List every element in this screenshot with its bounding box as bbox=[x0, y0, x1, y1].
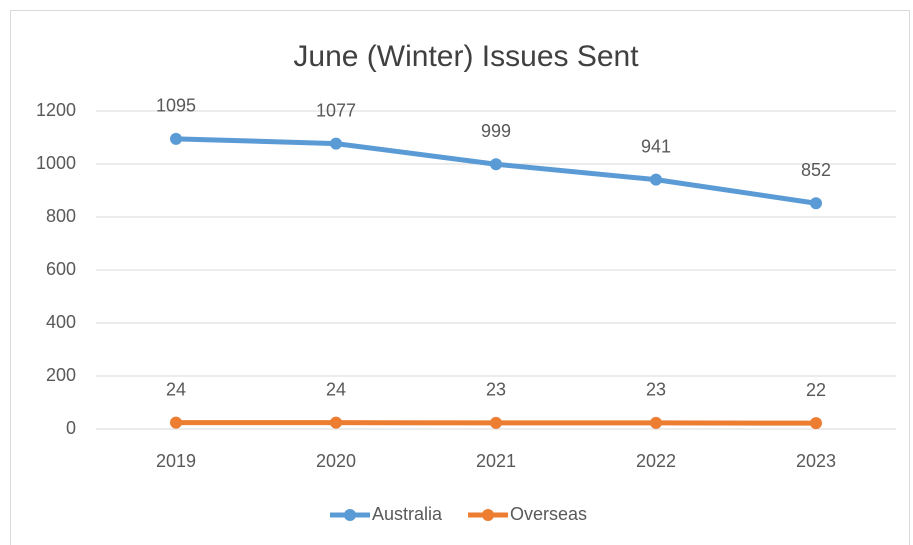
x-tick-label: 2023 bbox=[796, 451, 836, 471]
point bbox=[330, 137, 342, 150]
y-tick-label: 600 bbox=[46, 259, 76, 279]
x-tick-label: 2019 bbox=[156, 451, 196, 471]
data-label: 24 bbox=[326, 379, 346, 399]
chart-title: June (Winter) Issues Sent bbox=[293, 40, 639, 73]
point bbox=[490, 158, 502, 171]
point bbox=[810, 417, 822, 430]
data-label: 24 bbox=[166, 379, 186, 399]
legend-marker bbox=[482, 509, 495, 521]
data-label: 23 bbox=[486, 380, 506, 400]
data-label: 941 bbox=[641, 136, 671, 156]
point bbox=[170, 416, 182, 429]
data-label: 852 bbox=[801, 160, 831, 180]
point bbox=[650, 173, 662, 186]
y-tick-label: 800 bbox=[46, 206, 76, 226]
x-tick-label: 2021 bbox=[476, 451, 516, 471]
y-tick-label: 400 bbox=[46, 312, 76, 332]
y-tick-label: 0 bbox=[66, 418, 76, 438]
data-label: 1077 bbox=[316, 100, 356, 120]
y-tick-label: 1000 bbox=[36, 153, 76, 173]
point bbox=[810, 197, 822, 210]
x-tick-label: 2022 bbox=[636, 451, 676, 471]
data-label: 23 bbox=[646, 380, 666, 400]
point bbox=[650, 416, 662, 429]
point bbox=[330, 416, 342, 429]
legend-label: Australia bbox=[372, 504, 443, 524]
legend-label: Overseas bbox=[510, 504, 587, 524]
legend-marker bbox=[344, 509, 356, 521]
data-label: 1095 bbox=[156, 96, 196, 116]
point bbox=[490, 416, 502, 429]
data-label: 22 bbox=[806, 380, 826, 400]
point bbox=[170, 132, 182, 145]
x-tick-label: 2020 bbox=[316, 451, 356, 471]
y-tick-label: 1200 bbox=[36, 100, 76, 120]
data-label: 999 bbox=[481, 121, 511, 141]
y-tick-label: 200 bbox=[46, 365, 76, 385]
chart-border bbox=[10, 10, 910, 545]
